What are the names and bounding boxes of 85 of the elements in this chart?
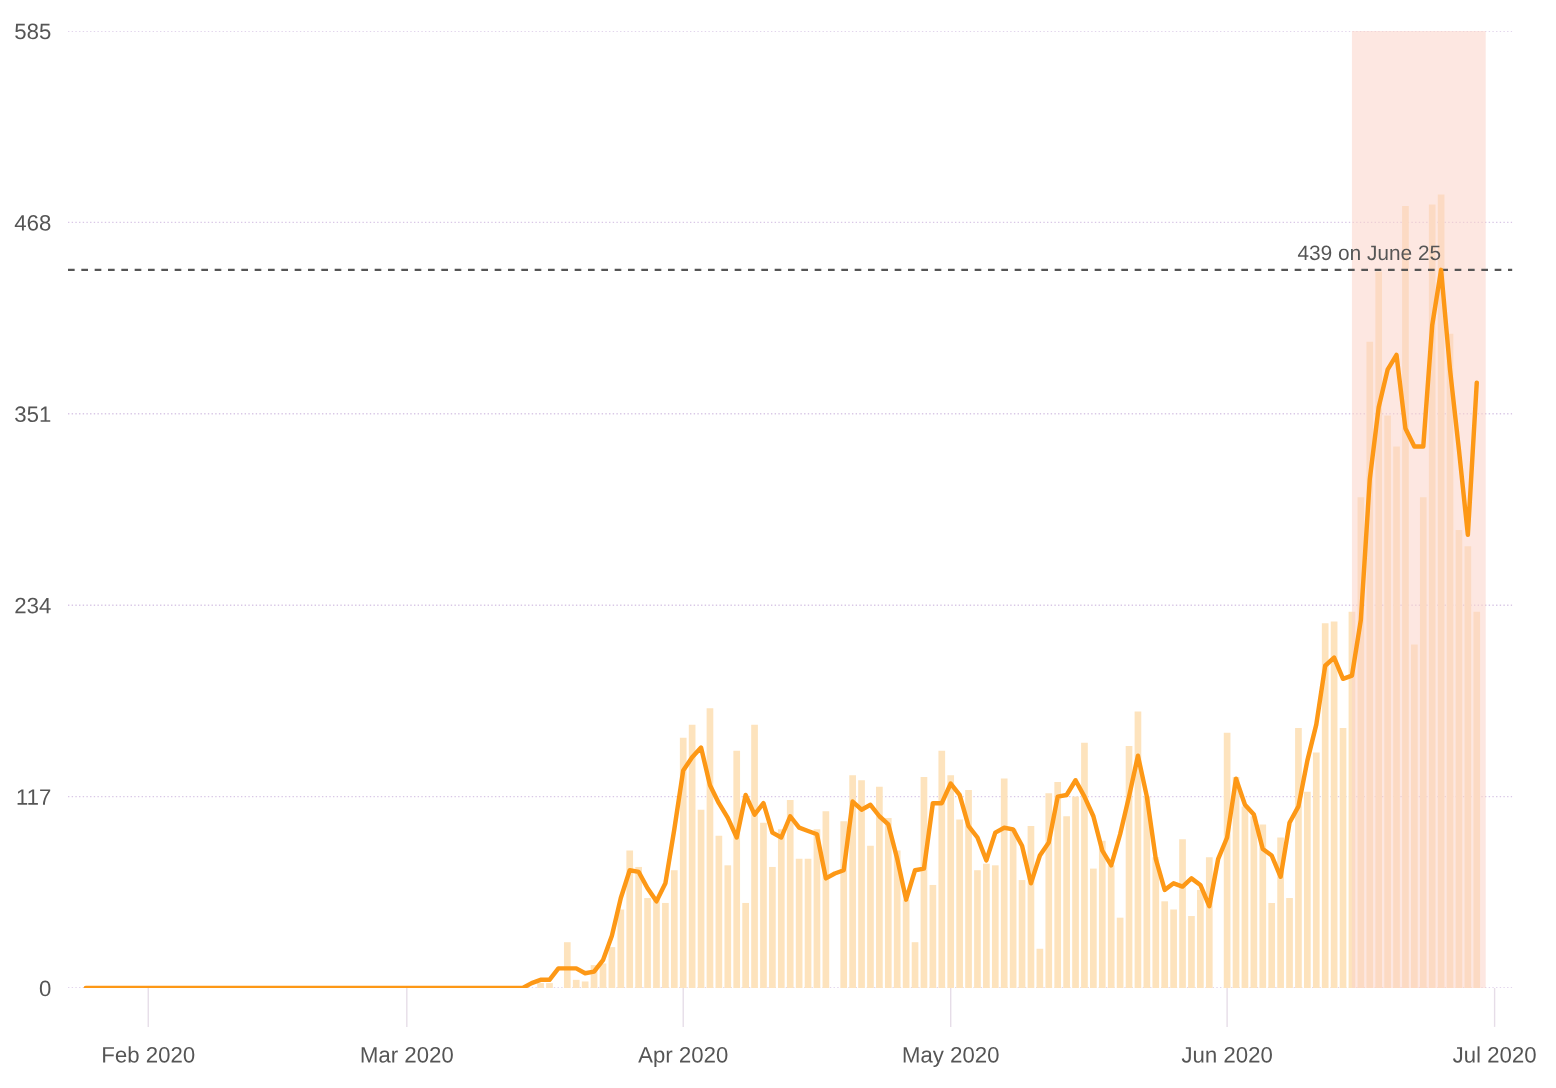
bar [1411,644,1418,989]
bar [1455,529,1463,989]
bar [938,750,946,989]
x-tick-label: Jul 2020 [1452,1046,1536,1063]
x-tick-label: Feb 2020 [103,1046,195,1063]
bar [1375,271,1383,989]
bar [786,799,794,989]
x-tick-label: Mar 2020 [361,1046,453,1063]
bar [572,979,580,989]
bar [1179,839,1186,989]
bar [1339,727,1347,989]
bar [1054,781,1062,989]
bar [715,835,723,989]
x-tick-label: Apr 2020 [638,1046,728,1068]
bar [733,750,741,989]
y-tick-label: 585 [15,23,51,40]
bar [884,817,892,989]
y-tick-label: 234 [15,597,51,614]
bar [1312,752,1320,989]
bar [1464,546,1472,989]
bar [1295,727,1302,989]
bar [849,775,856,989]
bar [777,829,785,989]
line-series [83,267,1479,989]
bar [653,898,660,989]
bar [867,845,874,989]
bar [679,737,687,989]
bar [1321,623,1329,989]
bar [724,865,732,989]
bar [662,902,669,989]
bar [965,790,972,989]
bar [795,858,803,989]
bar [769,866,776,989]
bar [1018,880,1026,989]
bar [911,942,919,989]
bar [876,786,883,989]
bar [1000,778,1008,989]
bar [1286,898,1293,989]
bar [1152,857,1160,989]
bar [991,865,999,989]
bar [1304,791,1311,989]
bar [635,866,642,989]
bar [1098,840,1106,989]
bar [804,858,812,989]
y-tick-label: 0 [39,980,51,997]
bar [1063,816,1070,989]
bar [1473,611,1481,989]
bar [1419,497,1427,989]
y-tick-label: 117 [17,789,51,805]
bar [974,870,981,989]
bar [626,850,634,989]
bar [1107,865,1115,989]
bar [1384,415,1391,989]
y-tick-label: 351 [15,406,51,423]
bar [1170,909,1177,989]
bar [1188,916,1195,989]
bar [1045,793,1053,989]
bar [742,902,749,989]
bar [670,870,678,989]
bar [1161,901,1169,989]
bar [751,724,758,989]
bar [1081,742,1088,989]
bar [929,884,937,989]
bar [1268,902,1276,989]
bar [1197,889,1204,989]
bar [1072,796,1079,989]
y-tick-label: 468 [14,214,51,231]
bar [617,909,625,989]
bar [1393,446,1400,989]
annotation: 439 on June 25 [1297,245,1441,261]
bar [644,898,651,989]
bar [983,863,990,989]
bar [1366,341,1374,989]
x-tick-label: Jun 2020 [1181,1046,1272,1063]
x-tick-label: May 2020 [903,1046,999,1068]
bar [858,780,865,989]
bar [956,819,963,989]
bar [697,809,705,989]
bar [581,981,589,989]
bar [546,983,553,989]
bar [760,822,767,989]
bar [947,775,955,989]
bar [1259,824,1267,989]
bar [1090,868,1097,989]
bar [537,983,544,989]
